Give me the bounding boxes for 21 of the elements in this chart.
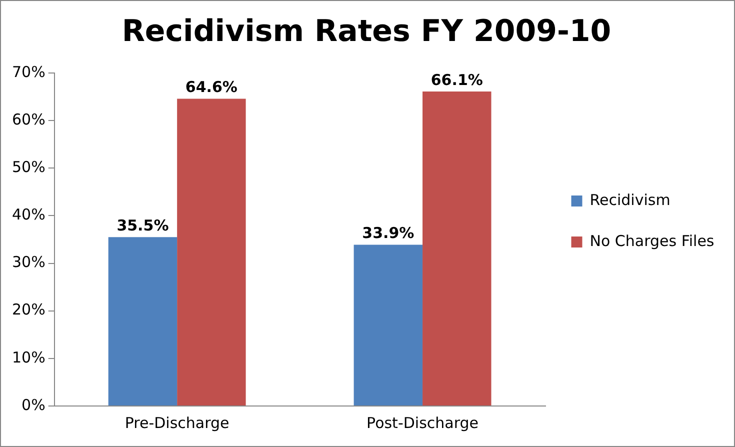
chart-title: Recidivism Rates FY 2009-10 [122, 14, 612, 49]
bar [108, 237, 178, 406]
y-tick-label: 30% [12, 253, 46, 272]
y-tick-label: 10% [12, 348, 46, 366]
y-tick-label: 40% [12, 206, 46, 224]
legend-label: Recidivism [590, 190, 670, 209]
x-tick-label: Post-Discharge [366, 414, 478, 432]
bar [177, 98, 246, 406]
y-tick-label: 60% [12, 110, 46, 128]
data-label: 35.5% [116, 216, 169, 235]
y-tick-label: 0% [22, 396, 46, 414]
x-tick-label: Pre-Discharge [124, 414, 230, 432]
y-tick-label: 50% [12, 158, 46, 176]
bar [354, 244, 423, 406]
data-label: 66.1% [430, 70, 483, 89]
y-tick-label: 20% [12, 300, 46, 319]
data-label: 33.9% [362, 224, 414, 242]
data-label: 64.6% [185, 78, 238, 96]
bar [422, 92, 492, 406]
y-tick-label: 70% [12, 62, 46, 81]
legend-label: No Charges Files [590, 232, 714, 250]
